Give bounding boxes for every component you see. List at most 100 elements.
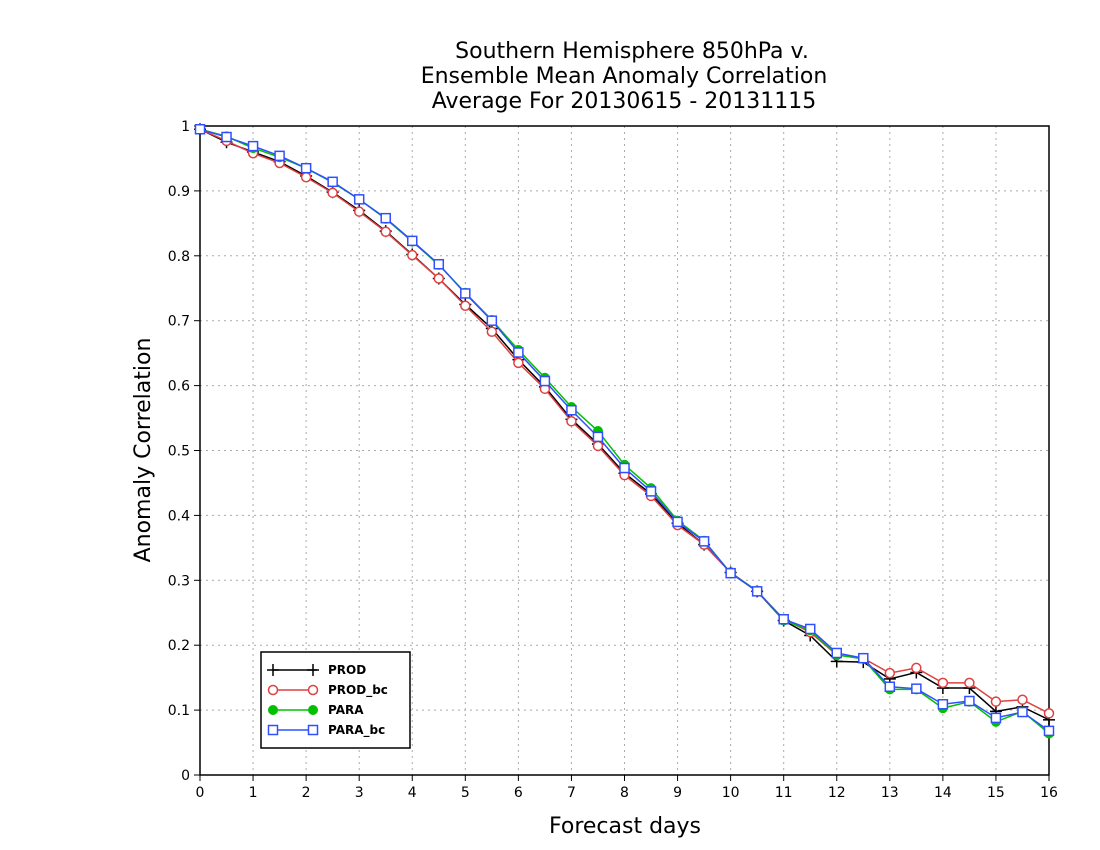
- legend: PROD PROD_bc PARA PARA_bc: [260, 651, 411, 749]
- series-line-para-bc: [199, 128, 1050, 732]
- legend-marker: [268, 705, 278, 715]
- data-point-para-bc: [645, 486, 657, 497]
- data-point-para-bc: [1043, 725, 1055, 737]
- data-point-para-bc: [831, 647, 842, 659]
- y-tick-label: 0.5: [168, 444, 190, 460]
- x-axis-label: Forecast days: [549, 814, 701, 839]
- data-point-para-bc: [751, 586, 763, 597]
- x-tick-label: 2: [302, 785, 311, 801]
- data-point-para-bc: [513, 347, 524, 358]
- data-point-para-bc: [194, 123, 206, 135]
- x-tick-label: 4: [408, 785, 417, 801]
- legend-marker: [267, 664, 279, 676]
- y-axis-label: Anomaly Correlation: [131, 338, 156, 563]
- x-tick-label: 9: [673, 785, 682, 801]
- data-point-para-bc: [247, 140, 259, 152]
- data-point-prod-bc: [937, 677, 949, 689]
- legend-label: PROD: [328, 663, 366, 677]
- legend-item-prod: PROD: [267, 663, 366, 677]
- data-point-para-bc: [486, 315, 498, 326]
- data-point-prod-bc: [353, 206, 365, 217]
- data-point-para-bc: [221, 131, 232, 143]
- data-point-para-bc: [858, 652, 869, 664]
- data-point-para-bc: [327, 176, 338, 188]
- legend-item-prod-bc: PROD_bc: [267, 683, 388, 698]
- data-point-prod-bc: [300, 172, 312, 183]
- data-point-prod-bc: [990, 696, 1002, 707]
- legend-marker: [307, 724, 319, 736]
- data-point-para-bc: [884, 681, 896, 692]
- legend-marker: [267, 684, 279, 696]
- y-tick-label: 0.1: [168, 703, 190, 719]
- data-point-prod-bc: [380, 226, 391, 238]
- data-point-para-bc: [433, 258, 445, 270]
- data-point-para-bc: [274, 150, 285, 162]
- data-point-para-bc: [300, 162, 312, 174]
- x-tick-label: 10: [722, 785, 740, 801]
- data-point-prod-bc: [486, 326, 498, 337]
- chart-title-line-2: Ensemble Mean Anomaly Correlation: [421, 64, 828, 89]
- series-para-bc: [194, 123, 1055, 737]
- legend-label: PARA: [328, 703, 364, 717]
- data-point-para-bc: [407, 235, 418, 247]
- y-tick-label: 0.6: [168, 379, 190, 395]
- data-point-para-bc: [566, 405, 577, 416]
- x-tick-label: 15: [987, 785, 1005, 801]
- x-tick-label: 8: [620, 785, 629, 801]
- legend-marker: [267, 724, 279, 736]
- x-tick-label: 5: [461, 785, 470, 801]
- y-tick-label: 0.9: [168, 184, 190, 200]
- data-point-para-bc: [990, 712, 1002, 724]
- series-layer: [194, 123, 1055, 739]
- data-point-prod-bc: [327, 187, 338, 199]
- data-point-para-bc: [804, 623, 816, 635]
- legend-item-para: PARA: [268, 703, 364, 717]
- data-point-prod-bc: [566, 416, 577, 427]
- legend-marker: [308, 705, 318, 715]
- x-tick-label: 0: [196, 785, 205, 801]
- data-point-para-bc: [725, 567, 736, 579]
- chart-title-line-3: Average For 20130615 - 20131115: [432, 89, 817, 114]
- data-point-para-bc: [539, 375, 551, 387]
- x-tick-label: 6: [514, 785, 523, 801]
- data-point-para-bc: [778, 613, 789, 625]
- x-tick-label: 11: [775, 785, 793, 801]
- legend-box: [260, 651, 411, 749]
- data-point-para-bc: [353, 194, 365, 205]
- data-point-para-bc: [672, 516, 683, 528]
- data-point-para-bc: [964, 695, 975, 707]
- grid: [200, 126, 1049, 775]
- data-point-prod-bc: [513, 357, 524, 369]
- data-point-prod-bc: [964, 677, 975, 689]
- x-tick-label: 1: [249, 785, 258, 801]
- x-tick-label: 3: [355, 785, 364, 801]
- data-point-prod-bc: [407, 249, 418, 261]
- legend-marker: [307, 684, 319, 696]
- data-point-prod-bc: [592, 440, 604, 452]
- legend-label: PARA_bc: [328, 723, 385, 738]
- legend-item-para-bc: PARA_bc: [267, 723, 385, 738]
- data-point-para-bc: [698, 536, 710, 547]
- chart-title-line-1: Southern Hemisphere 850hPa v.: [455, 39, 809, 64]
- series-prod: [194, 123, 1055, 726]
- y-tick-label: 0.8: [168, 249, 190, 265]
- y-tick-label: 0: [181, 768, 190, 784]
- data-point-para-bc: [380, 212, 391, 224]
- data-point-prod-bc: [911, 662, 922, 674]
- x-tick-label: 13: [881, 785, 899, 801]
- data-point-para-bc: [460, 288, 471, 299]
- data-point-prod-bc: [1043, 708, 1055, 719]
- x-tick-label: 7: [567, 785, 576, 801]
- data-point-para-bc: [937, 699, 949, 710]
- chart-title: Southern Hemisphere 850hPa v. Ensemble M…: [421, 39, 828, 114]
- legend-marker: [307, 664, 319, 676]
- y-tick-label: 0.4: [168, 508, 190, 524]
- axis-ticks: 0 1 2 3 4 5 6 7 8 9 10 11 12 13 14 15 1600.10.20.30.40.5…: [168, 119, 1058, 801]
- data-point-prod-bc: [1017, 694, 1028, 705]
- y-tick-label: 0.7: [168, 314, 190, 330]
- data-point-para-bc: [911, 683, 922, 694]
- x-tick-label: 14: [934, 785, 952, 801]
- data-point-prod-bc: [460, 300, 471, 312]
- data-point-para-bc: [619, 462, 630, 474]
